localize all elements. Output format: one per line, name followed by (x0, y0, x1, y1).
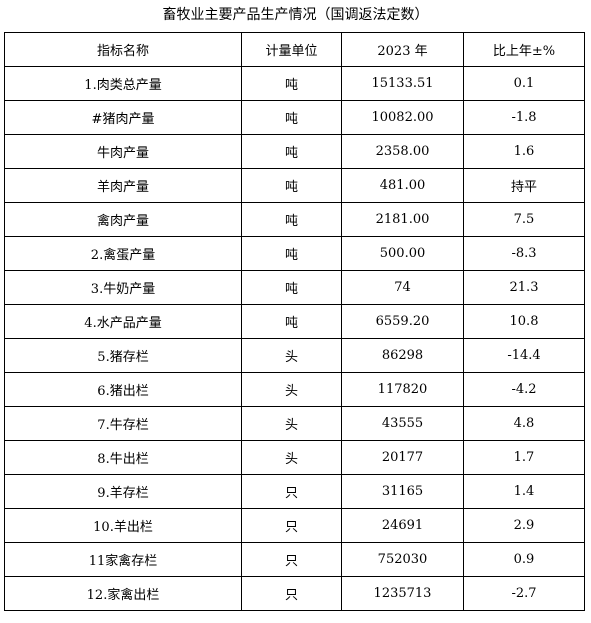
unit-cell: 只 (241, 542, 342, 577)
change-cell: 10.8 (463, 304, 585, 339)
table-row: 2.禽蛋产量吨 500.00 -8.3 (4, 236, 585, 271)
change-cell: -4.2 (463, 372, 585, 407)
indicator-name-cell: 10.羊出栏 (4, 508, 242, 543)
value-cell: 2181.00 (341, 202, 464, 237)
change-cell: 7.5 (463, 202, 585, 237)
table-row: 7.牛存栏头 43555 4.8 (4, 406, 585, 441)
value-cell: 86298 (341, 338, 464, 373)
change-cell: 2.9 (463, 508, 585, 543)
table-row: 10.羊出栏只 24691 2.9 (4, 508, 585, 543)
indicator-name-cell: 6.猪出栏 (4, 372, 242, 407)
unit-cell: 吨 (241, 168, 342, 203)
indicator-name-cell: 11家禽存栏 (4, 542, 242, 577)
unit-cell: 吨 (241, 100, 342, 135)
table-row: 8.牛出栏头 20177 1.7 (4, 440, 585, 475)
change-cell: 1.7 (463, 440, 585, 475)
change-cell: 0.1 (463, 66, 585, 101)
unit-cell: 头 (241, 440, 342, 475)
value-cell: 31165 (341, 474, 464, 509)
change-cell: -8.3 (463, 236, 585, 271)
change-cell: 4.8 (463, 406, 585, 441)
value-cell: 1235713 (341, 576, 464, 611)
value-cell: 500.00 (341, 236, 464, 271)
value-cell: 15133.51 (341, 66, 464, 101)
value-cell: 74 (341, 270, 464, 305)
unit-cell: 吨 (241, 304, 342, 339)
value-cell: 752030 (341, 542, 464, 577)
value-cell: 43555 (341, 406, 464, 441)
value-cell: 10082.00 (341, 100, 464, 135)
change-cell: -1.8 (463, 100, 585, 135)
unit-cell: 只 (241, 508, 342, 543)
value-cell: 20177 (341, 440, 464, 475)
table-row: 4.水产品产量吨 6559.20 10.8 (4, 304, 585, 339)
value-cell: 481.00 (341, 168, 464, 203)
indicator-name-cell: 9.羊存栏 (4, 474, 242, 509)
table-row: 1.肉类总产量吨 15133.51 0.1 (4, 66, 585, 101)
indicator-name-cell: 8.牛出栏 (4, 440, 242, 475)
table-row: 11家禽存栏只 752030 0.9 (4, 542, 585, 577)
change-cell: -2.7 (463, 576, 585, 611)
value-cell: 117820 (341, 372, 464, 407)
indicator-name-cell: 羊肉产量 (4, 168, 242, 203)
table-row: 9.羊存栏只 31165 1.4 (4, 474, 585, 509)
table-row: 羊肉产量吨 481.00 持平 (4, 168, 585, 203)
unit-cell: 只 (241, 474, 342, 509)
value-cell: 2358.00 (341, 134, 464, 169)
indicator-name-cell: 禽肉产量 (4, 202, 242, 237)
table-row: 禽肉产量吨 2181.00 7.5 (4, 202, 585, 237)
indicator-name-cell: 1.肉类总产量 (4, 66, 242, 101)
change-cell: 持平 (463, 168, 585, 203)
indicator-name-cell: #猪肉产量 (4, 100, 242, 135)
value-cell: 24691 (341, 508, 464, 543)
indicator-name-cell: 4.水产品产量 (4, 304, 242, 339)
column-header-year: 2023 年 (341, 32, 464, 67)
unit-cell: 吨 (241, 236, 342, 271)
column-header-change: 比上年±% (463, 32, 585, 67)
indicator-name-cell: 7.牛存栏 (4, 406, 242, 441)
table-title: 畜牧业主要产品生产情况（国调返法定数） (162, 7, 429, 23)
column-header-indicator-name: 指标名称 (4, 32, 242, 67)
table-row: 12.家禽出栏只 1235713 -2.7 (4, 576, 585, 611)
livestock-production-table: 指标名称 计量单位 2023 年 比上年±% 1.肉类总产量吨 15133.51 0… (4, 32, 585, 611)
unit-cell: 只 (241, 576, 342, 611)
table-row: 6.猪出栏头 117820 -4.2 (4, 372, 585, 407)
unit-cell: 吨 (241, 202, 342, 237)
value-cell: 6559.20 (341, 304, 464, 339)
change-cell: -14.4 (463, 338, 585, 373)
table-row: #猪肉产量吨 10082.00 -1.8 (4, 100, 585, 135)
table-body: 1.肉类总产量吨 15133.51 0.1 #猪肉产量吨 10082.00 -1.8 牛肉产… (4, 66, 585, 611)
table-row: 5.猪存栏头 86298 -14.4 (4, 338, 585, 373)
indicator-name-cell: 2.禽蛋产量 (4, 236, 242, 271)
table-row: 牛肉产量吨 2358.00 1.6 (4, 134, 585, 169)
unit-cell: 头 (241, 338, 342, 373)
unit-cell: 头 (241, 406, 342, 441)
unit-cell: 头 (241, 372, 342, 407)
indicator-name-cell: 5.猪存栏 (4, 338, 242, 373)
indicator-name-cell: 3.牛奶产量 (4, 270, 242, 305)
unit-cell: 吨 (241, 270, 342, 305)
unit-cell: 吨 (241, 66, 342, 101)
change-cell: 1.4 (463, 474, 585, 509)
table-header-row: 指标名称 计量单位 2023 年 比上年±% (4, 32, 585, 67)
change-cell: 21.3 (463, 270, 585, 305)
change-cell: 1.6 (463, 134, 585, 169)
unit-cell: 吨 (241, 134, 342, 169)
column-header-unit: 计量单位 (241, 32, 342, 67)
indicator-name-cell: 牛肉产量 (4, 134, 242, 169)
indicator-name-cell: 12.家禽出栏 (4, 576, 242, 611)
change-cell: 0.9 (463, 542, 585, 577)
table-row: 3.牛奶产量吨 74 21.3 (4, 270, 585, 305)
